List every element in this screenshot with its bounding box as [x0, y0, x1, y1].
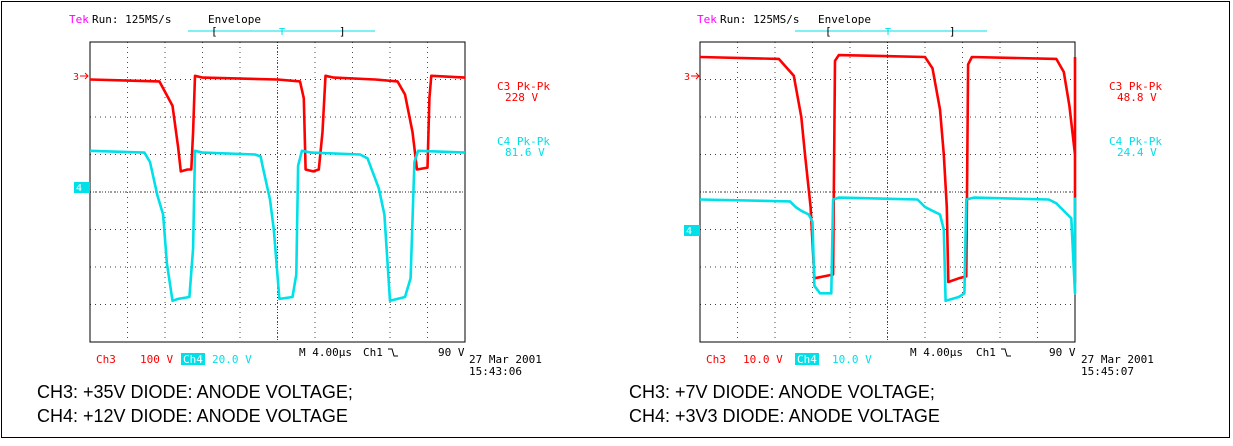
trigger-source-label: Ch1 [976, 346, 996, 359]
c3-pkpk-value: 48.8 V [1117, 91, 1157, 104]
mode-label: Envelope [818, 13, 871, 26]
plot-area [699, 41, 1077, 343]
channel-3-marker-label: 3 [684, 72, 690, 83]
channel-3-marker-label: 3 [73, 72, 79, 83]
channel-4-marker: 4 [74, 182, 90, 194]
ch4-badge [795, 353, 819, 365]
trigger-window-indicator: [ T ] [795, 25, 987, 38]
c4-pkpk-label: C4 Pk-Pk [1109, 135, 1162, 148]
svg-text:[: [ [825, 25, 832, 38]
run-label: Run: 125MS/s [720, 13, 799, 26]
ch4-label: Ch4 [797, 353, 817, 366]
plot-area [89, 41, 466, 343]
ch3-scale: 100 V [140, 353, 173, 366]
svg-text:T: T [279, 27, 285, 38]
caption: CH3: +35V DIODE: ANODE VOLTAGE; CH4: +12… [37, 380, 353, 428]
ch3-scale: 10.0 V [743, 353, 783, 366]
figure-frame [1, 1, 1230, 438]
trigger-window-indicator: [ T ] [188, 25, 375, 38]
trigger-slope-icon [1001, 348, 1011, 357]
timebase-label: M 4.00µs [299, 346, 352, 359]
svg-text:]: ] [339, 25, 346, 38]
trigger-level-label: 90 V [1049, 346, 1076, 359]
brand-label: Tek [69, 13, 89, 26]
trace-c3 [89, 74, 466, 173]
svg-text:[: [ [211, 25, 218, 38]
ch4-scale: 20.0 V [212, 353, 252, 366]
channel-3-marker: 3 [684, 72, 700, 83]
c4-pkpk-value: 24.4 V [1117, 146, 1157, 159]
trigger-source-label: Ch1 [363, 346, 383, 359]
caption-line-1: CH3: +35V DIODE: ANODE VOLTAGE; [37, 382, 353, 402]
trigger-slope-icon [388, 348, 398, 357]
c4-pkpk-label: C4 Pk-Pk [497, 135, 550, 148]
date-label: 27 Mar 2001 [1081, 353, 1154, 366]
channel-4-marker: 4 [684, 225, 700, 237]
trace-c4 [699, 196, 1077, 303]
time-label: 15:45:07 [1081, 365, 1134, 378]
ch4-badge [181, 353, 205, 365]
timebase-label: M 4.00µs [910, 346, 963, 359]
channel-4-marker-label: 4 [686, 226, 692, 237]
brand-label: Tek [697, 13, 717, 26]
run-label: Run: 125MS/s [92, 13, 171, 26]
mode-label: Envelope [208, 13, 261, 26]
caption-line-2: CH4: +3V3 DIODE: ANODE VOLTAGE [629, 406, 940, 426]
channel-3-marker: 3 [73, 72, 89, 83]
oscilloscope-panel-left: Tek Run: 125MS/s Envelope [ T ] 3 4 C3 P… [0, 0, 600, 441]
caption-line-2: CH4: +12V DIODE: ANODE VOLTAGE [37, 406, 348, 426]
c4-pkpk-value: 81.6 V [505, 146, 545, 159]
oscilloscope-panel-right: Tek Run: 125MS/s Envelope [ T ] 3 4 C3 P… [612, 0, 1212, 441]
channel-4-marker-label: 4 [76, 183, 82, 194]
ch4-scale: 10.0 V [832, 353, 872, 366]
ch3-label: Ch3 [706, 353, 726, 366]
date-label: 27 Mar 2001 [469, 353, 542, 366]
c3-pkpk-value: 228 V [505, 91, 538, 104]
trigger-level-label: 90 V [438, 346, 465, 359]
scope-chart: Tek Run: 125MS/s Envelope [ T ] 3 4 C3 P… [684, 13, 1162, 378]
caption: CH3: +7V DIODE: ANODE VOLTAGE; CH4: +3V3… [629, 380, 940, 428]
svg-text:T: T [885, 27, 891, 38]
c3-pkpk-label: C3 Pk-Pk [497, 80, 550, 93]
scope-chart: Tek Run: 125MS/s Envelope [ T ] 3 4 C3 P… [69, 13, 550, 378]
time-label: 15:43:06 [469, 365, 522, 378]
ch3-label: Ch3 [96, 353, 116, 366]
svg-text:]: ] [949, 25, 956, 38]
caption-line-1: CH3: +7V DIODE: ANODE VOLTAGE; [629, 382, 935, 402]
trace-c3 [699, 53, 1077, 284]
ch4-label: Ch4 [183, 353, 203, 366]
c3-pkpk-label: C3 Pk-Pk [1109, 80, 1162, 93]
trace-c4 [89, 149, 466, 303]
